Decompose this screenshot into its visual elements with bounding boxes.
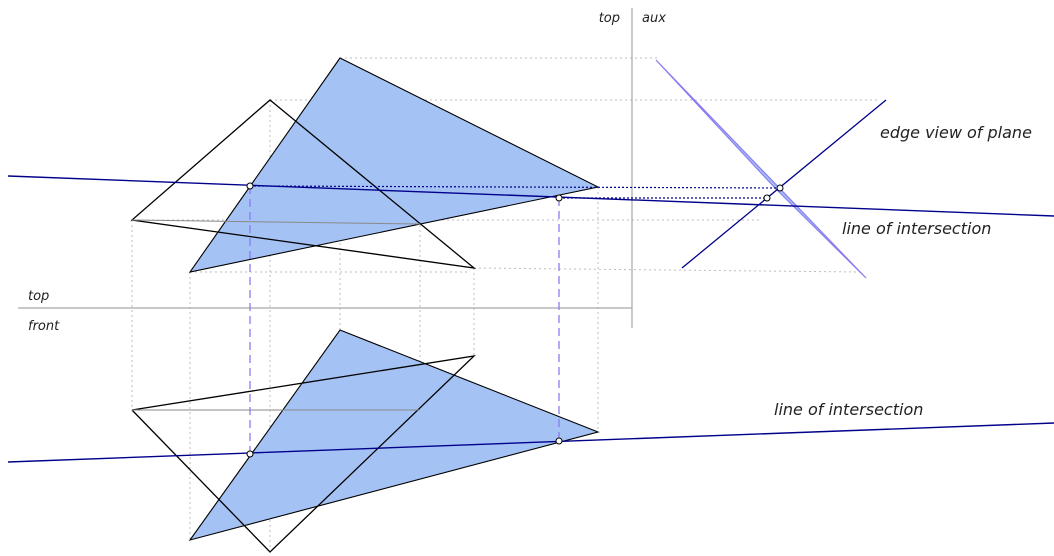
auxiliary-view (655, 59, 887, 279)
point-front-right (555, 437, 563, 445)
projector-horizontal (473, 267, 861, 273)
label-aux-view: aux (642, 11, 666, 26)
line-of-intersection-top (7, 175, 1054, 217)
intersection-projectors (249, 186, 560, 454)
front-view (131, 329, 600, 553)
top-view (130, 57, 600, 273)
label-edge-view: edge view of plane (880, 123, 1032, 142)
point-top-right (555, 194, 563, 202)
label-top-view: top (599, 11, 620, 26)
plane-triangle-top (188, 57, 600, 273)
outline-edge-gray-top (131, 219, 421, 225)
label-fold-top: top (28, 289, 49, 304)
fold-lines (18, 8, 633, 328)
line-of-intersection-front (7, 422, 1054, 463)
point-front-left (246, 450, 254, 458)
aux-line-upper (681, 99, 887, 269)
intersection-lines (7, 175, 1054, 463)
outline-triangle-front (131, 355, 476, 553)
point-aux-lower (763, 194, 771, 202)
outline-triangle-top (130, 99, 477, 269)
point-top-left (246, 182, 254, 190)
label-intersection-front: line of intersection (774, 400, 923, 419)
label-intersection-top: line of intersection (842, 219, 991, 238)
point-aux-upper (776, 184, 784, 192)
label-fold-front: front (28, 319, 60, 334)
dotted-projection-upper (249, 185, 781, 189)
labels: top aux top front edge view of plane lin… (28, 11, 1032, 419)
edge-view-plane (655, 59, 867, 279)
plane-triangle-front (188, 329, 600, 541)
intersection-points (246, 182, 784, 458)
